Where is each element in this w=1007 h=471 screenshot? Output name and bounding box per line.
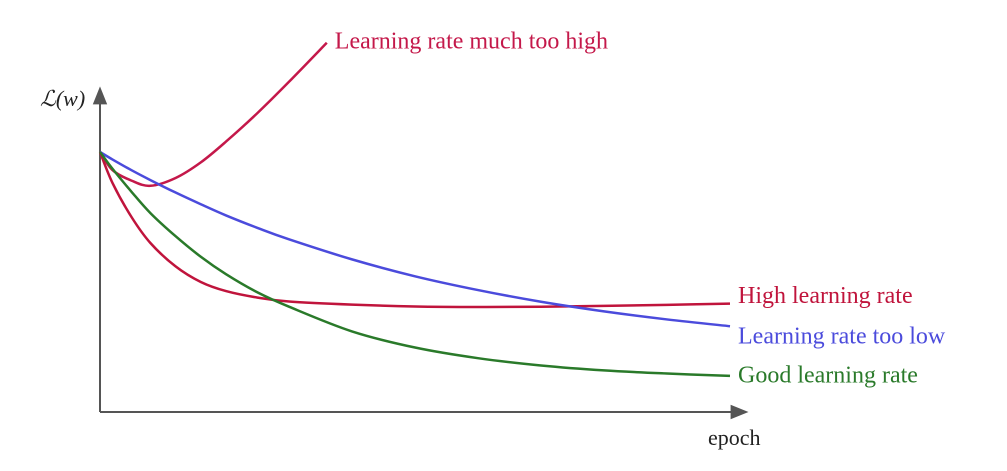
loss-curve <box>98 151 731 309</box>
y-axis-label: ℒ(w) <box>40 86 85 111</box>
series-label: Learning rate much too high <box>335 28 608 54</box>
loss-curve <box>98 41 328 188</box>
series-label: Learning rate too low <box>738 324 946 350</box>
loss-curve <box>99 150 731 328</box>
series-label: Good learning rate <box>738 362 918 388</box>
loss-curve <box>98 151 731 378</box>
x-axis-label: epoch <box>708 425 761 450</box>
series-label: High learning rate <box>738 283 913 309</box>
